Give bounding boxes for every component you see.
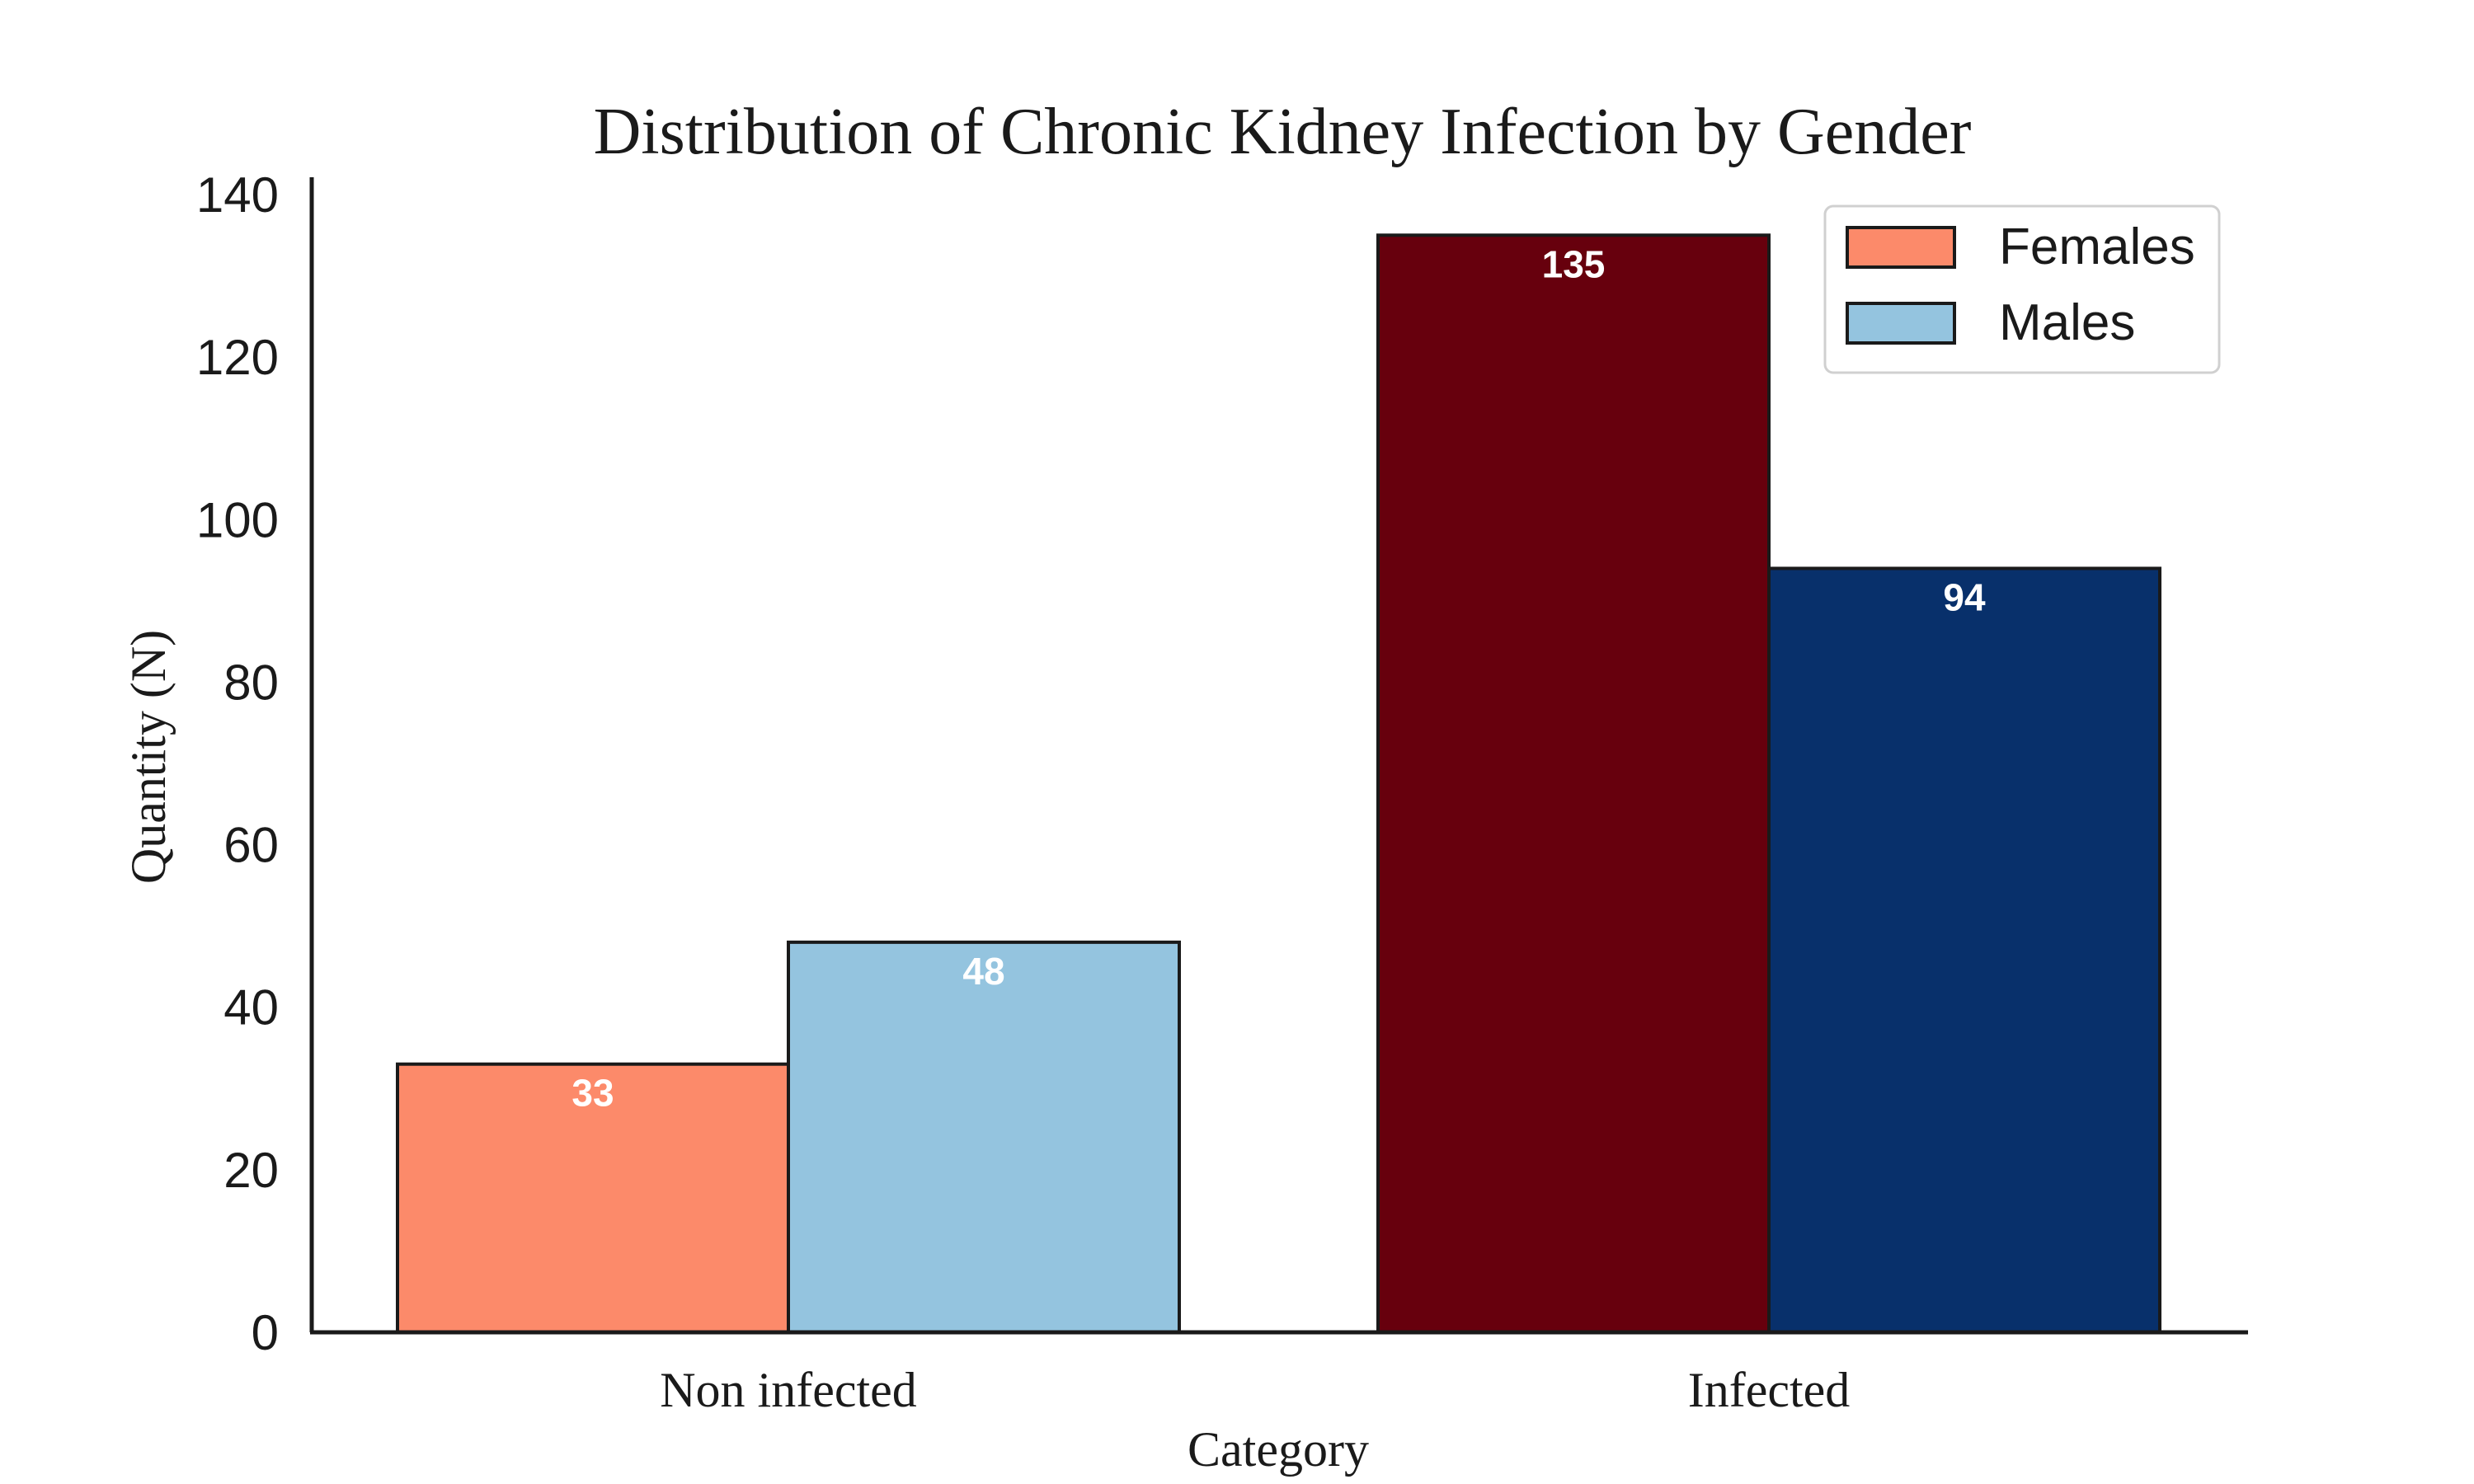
y-tick-label: 100 (196, 492, 279, 547)
legend-swatch (1846, 226, 1956, 269)
legend-swatch (1846, 302, 1956, 345)
legend-label: Males (1999, 294, 2135, 351)
bar-data-label: 94 (1943, 575, 1986, 618)
x-axis-label: Category (1188, 1422, 1369, 1477)
y-tick-label: 40 (223, 980, 279, 1036)
chart-title: Distribution of Chronic Kidney Infection… (594, 96, 1972, 168)
bar-males-0 (787, 940, 1181, 1335)
y-axis-label: Quantity (N) (121, 630, 176, 884)
legend: Females Males (1823, 204, 2221, 374)
y-tick-label: 80 (223, 655, 279, 710)
y-tick-label: 120 (196, 330, 279, 385)
y-tick-label: 0 (252, 1305, 279, 1360)
bar-females-0 (396, 1062, 790, 1334)
bar-data-label: 33 (571, 1072, 614, 1115)
y-tick-label: 60 (223, 818, 279, 873)
plot-area: 33 48 135 94 (396, 233, 2161, 1335)
bar-data-label: 48 (962, 950, 1004, 993)
legend-label: Females (1999, 218, 2195, 275)
x-tick-label: Infected (1688, 1363, 1851, 1417)
bar-males-1 (1767, 566, 2161, 1334)
y-tick-label: 20 (223, 1143, 279, 1198)
bar-females-1 (1376, 233, 1771, 1334)
bar-data-label: 135 (1542, 242, 1606, 285)
y-tick-label: 140 (196, 167, 279, 223)
x-tick-label: Non infected (660, 1363, 917, 1417)
